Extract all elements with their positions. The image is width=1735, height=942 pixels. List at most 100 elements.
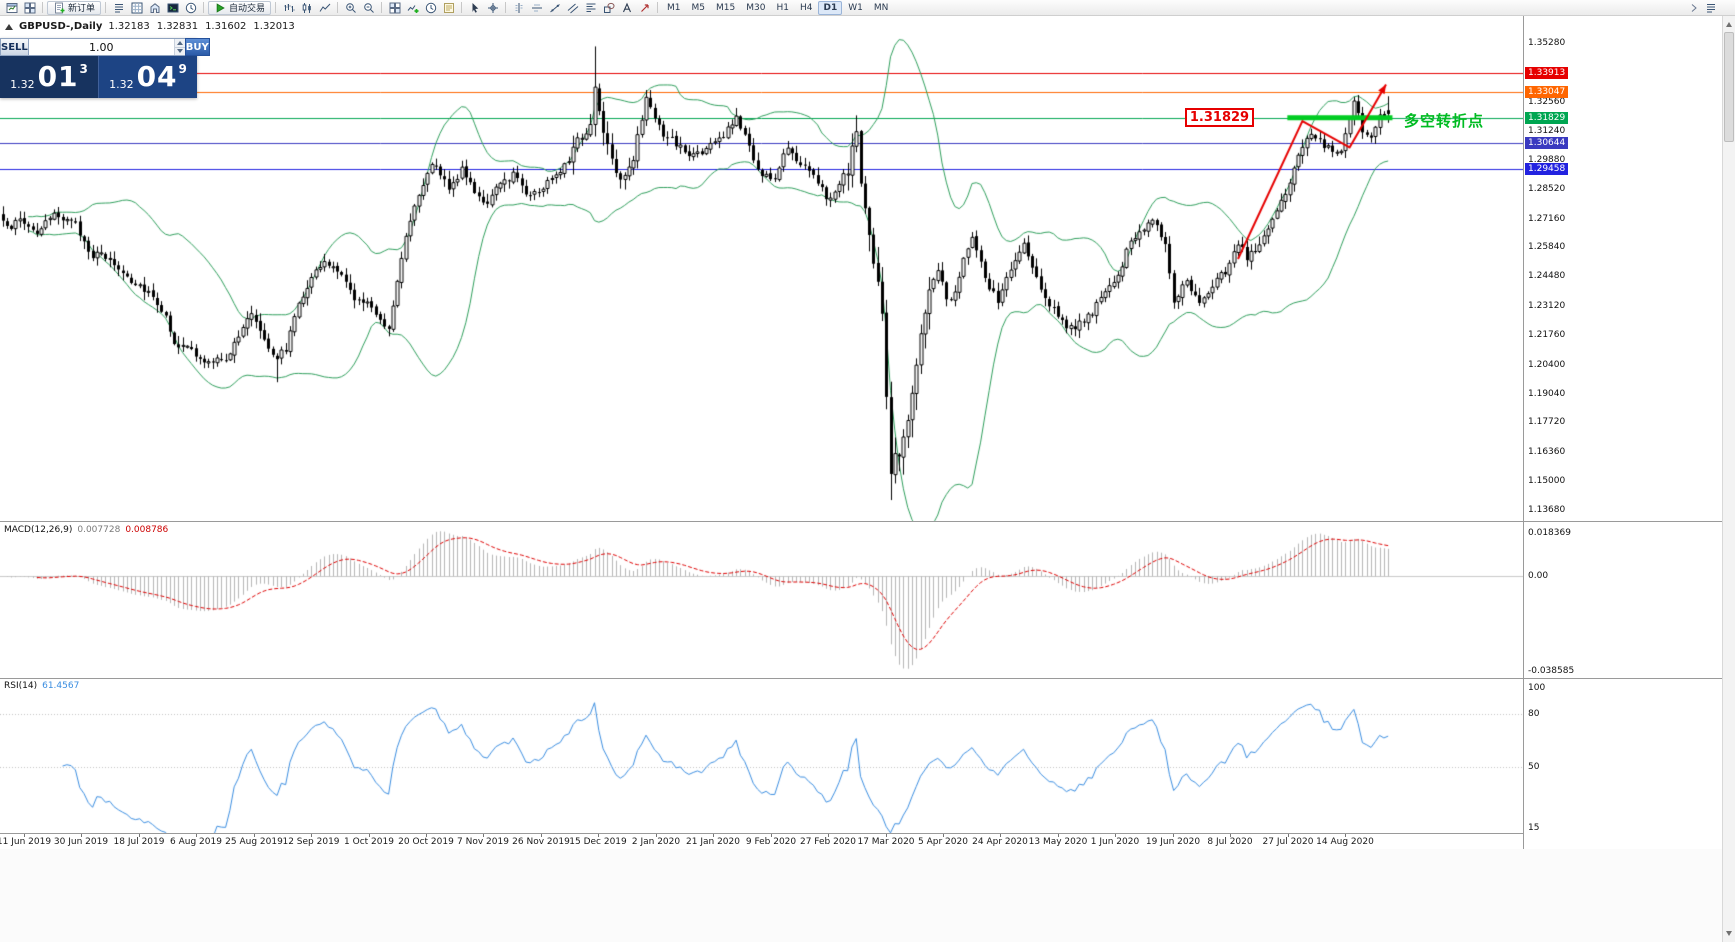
chart-symbol-label: GBPUSD-,Daily xyxy=(19,21,103,32)
vertical-scrollbar[interactable] xyxy=(1722,16,1735,942)
scroll-thumb[interactable] xyxy=(1724,32,1734,142)
date-label: 12 Sep 2019 xyxy=(282,837,340,847)
time-axis-tick xyxy=(483,834,484,837)
axis-tick-label: 1.21760 xyxy=(1528,330,1566,340)
chart-header: GBPUSD-,Daily 1.32183 1.32831 1.31602 1.… xyxy=(5,21,295,32)
axis-tick-label: 0.00 xyxy=(1528,571,1549,581)
timeframe-d1-button[interactable]: D1 xyxy=(818,0,843,15)
time-axis[interactable]: 11 Jun 2019 30 Jun 2019 18 Jul 2019 6 Aug 2… xyxy=(0,833,1523,849)
date-label: 17 Mar 2020 xyxy=(857,837,915,847)
price-level-label: 1.30644 xyxy=(1525,137,1569,149)
indicators-icon[interactable] xyxy=(404,0,421,15)
macd-indicator-label: MACD(12,26,9) 0.007728 0.008786 xyxy=(4,525,168,535)
arrow-object-icon[interactable] xyxy=(636,0,653,15)
toolbar-separator xyxy=(461,2,463,13)
volume-down-button[interactable] xyxy=(174,46,185,55)
buy-price-point: 9 xyxy=(178,62,187,76)
axis-tick-label: 1.13680 xyxy=(1528,505,1566,515)
time-axis-tick xyxy=(828,834,829,837)
timeframe-m30-button[interactable]: M30 xyxy=(741,1,770,15)
panel-separator-macd[interactable] xyxy=(0,521,1722,522)
line-chart-icon[interactable] xyxy=(316,0,333,15)
time-axis-tick xyxy=(886,834,887,837)
axis-tick-label: 100 xyxy=(1528,683,1546,693)
chart-profiles-icon[interactable] xyxy=(21,0,38,15)
zoom-out-icon[interactable] xyxy=(360,0,377,15)
toolbar-separator xyxy=(337,2,339,13)
zoom-in-icon[interactable] xyxy=(342,0,359,15)
sell-button[interactable]: SELL xyxy=(0,38,29,56)
date-label: 19 Jun 2020 xyxy=(1145,837,1201,847)
time-axis-tick xyxy=(541,834,542,837)
data-window-icon[interactable] xyxy=(128,0,145,15)
timeframe-mn-button[interactable]: MN xyxy=(869,1,894,15)
axis-tick-label: 1.23120 xyxy=(1528,301,1566,311)
date-label: 13 May 2020 xyxy=(1028,837,1088,847)
price-chart-canvas[interactable] xyxy=(0,16,1523,833)
buy-price-panel[interactable]: 1.32 04 9 xyxy=(98,56,197,98)
toolbar-menu-icon[interactable] xyxy=(1702,1,1719,16)
buy-price-pips: 04 xyxy=(136,60,178,93)
date-label: 15 Dec 2019 xyxy=(569,837,627,847)
scroll-down-button[interactable] xyxy=(1723,927,1735,940)
date-label: 20 Oct 2019 xyxy=(398,837,454,847)
equidistant-channel-icon[interactable] xyxy=(564,0,581,15)
price-alert-label[interactable]: 1.31829 xyxy=(1185,108,1254,127)
templates-icon[interactable] xyxy=(440,0,457,15)
vertical-line-icon[interactable] xyxy=(510,0,527,15)
navigator-icon[interactable] xyxy=(146,0,163,15)
volume-input[interactable] xyxy=(28,39,174,55)
time-axis-tick xyxy=(1115,834,1116,837)
fibonacci-icon[interactable] xyxy=(582,0,599,15)
time-axis-tick xyxy=(196,834,197,837)
time-axis-tick xyxy=(1288,834,1289,837)
timeframe-h1-button[interactable]: H1 xyxy=(771,1,794,15)
time-axis-tick xyxy=(426,834,427,837)
timeframe-m15-button[interactable]: M15 xyxy=(711,1,740,15)
new-order-button[interactable]: 新订单 xyxy=(47,0,102,15)
date-label: 2 Jan 2020 xyxy=(631,837,681,847)
horizontal-line-icon[interactable] xyxy=(528,0,545,15)
crosshair-icon[interactable] xyxy=(484,0,501,15)
rsi-indicator-label: RSI(14) 61.4567 xyxy=(4,681,79,691)
chart-window: GBPUSD-,Daily 1.32183 1.32831 1.31602 1.… xyxy=(0,16,1523,833)
price-axis[interactable]: 1.35280 1.32560 1.31240 1.29880 1.28520 1.271… xyxy=(1523,16,1722,849)
candlestick-chart-icon[interactable] xyxy=(298,0,315,15)
pivot-annotation-label[interactable]: 多空转折点 xyxy=(1404,112,1485,130)
date-label: 21 Jan 2020 xyxy=(686,837,740,847)
tile-windows-icon[interactable] xyxy=(386,0,403,15)
toolbar-separator xyxy=(105,2,107,13)
buy-button[interactable]: BUY xyxy=(184,38,210,56)
volume-up-button[interactable] xyxy=(174,39,185,47)
axis-tick-label: 1.28520 xyxy=(1528,184,1566,194)
new-chart-icon[interactable] xyxy=(3,0,20,15)
timeframe-m1-button[interactable]: M1 xyxy=(662,1,686,15)
time-axis-tick xyxy=(943,834,944,837)
timeframe-w1-button[interactable]: W1 xyxy=(843,1,868,15)
toolbar-right-group xyxy=(1685,0,1719,16)
terminal-icon[interactable] xyxy=(164,0,181,15)
time-axis-tick xyxy=(311,834,312,837)
market-watch-icon[interactable] xyxy=(110,0,127,15)
cursor-icon[interactable] xyxy=(466,0,483,15)
shapes-icon[interactable] xyxy=(600,0,617,15)
sell-price-point: 3 xyxy=(79,62,88,76)
trendline-icon[interactable] xyxy=(546,0,563,15)
macd-signal-value: 0.008786 xyxy=(125,525,169,535)
date-label: 27 Feb 2020 xyxy=(799,837,857,847)
autotrading-button[interactable]: 自动交易 xyxy=(208,0,272,15)
periods-icon[interactable] xyxy=(422,0,439,15)
strategy-tester-icon[interactable] xyxy=(182,0,199,15)
bar-chart-icon[interactable] xyxy=(280,0,297,15)
text-label-icon[interactable] xyxy=(618,0,635,15)
date-label: 25 Aug 2019 xyxy=(225,837,283,847)
date-label: 26 Nov 2019 xyxy=(512,837,570,847)
timeframe-h4-button[interactable]: H4 xyxy=(795,1,818,15)
panel-separator-rsi[interactable] xyxy=(0,678,1722,679)
toolbar-customize-icon[interactable] xyxy=(1685,1,1702,16)
scroll-up-button[interactable] xyxy=(1723,18,1735,31)
sell-price-panel[interactable]: 1.32 01 3 xyxy=(0,56,98,98)
date-label: 8 Jul 2020 xyxy=(1207,837,1253,847)
timeframe-m5-button[interactable]: M5 xyxy=(687,1,711,15)
macd-name: MACD(12,26,9) xyxy=(4,525,73,535)
